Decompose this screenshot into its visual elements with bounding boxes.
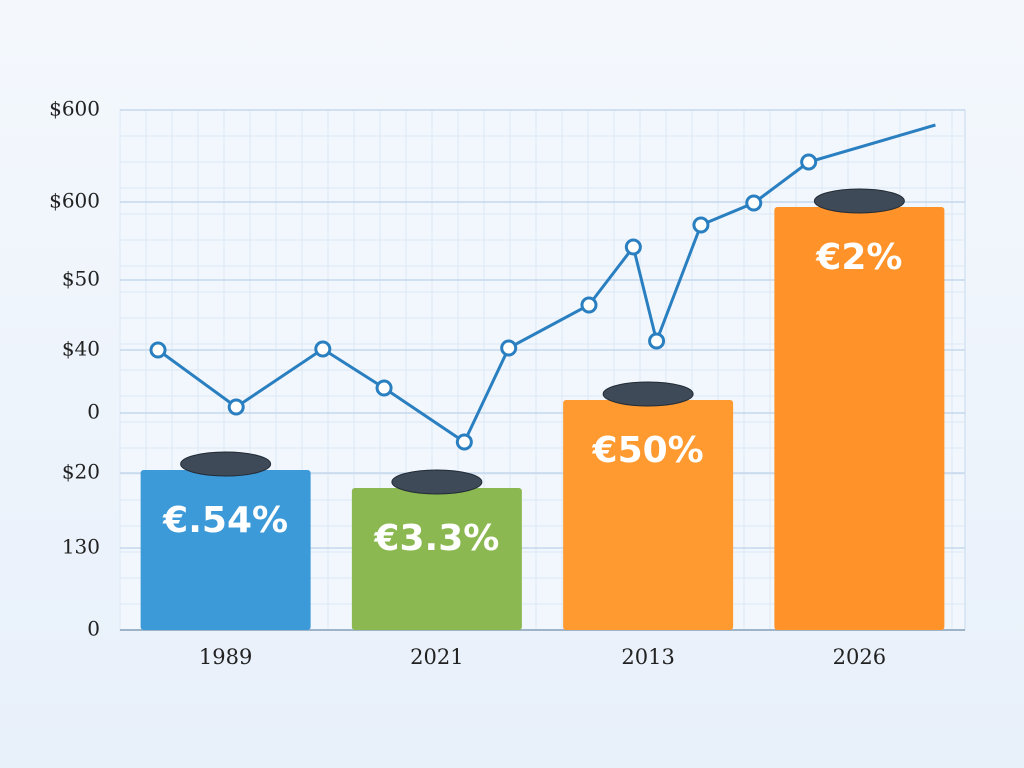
line-point <box>149 341 167 359</box>
bar-annotation: €2% <box>815 237 902 278</box>
line-point <box>648 332 666 350</box>
robot-icon <box>602 381 694 407</box>
bar-annotation: €3.3% <box>373 518 499 559</box>
x-tick-label: 2021 <box>410 645 463 669</box>
line-point <box>692 216 710 234</box>
line-point <box>375 379 393 397</box>
y-tick-label: $40 <box>62 337 100 361</box>
bar <box>774 207 945 630</box>
y-tick-label: $50 <box>62 267 100 291</box>
robot-icon <box>180 451 272 477</box>
x-tick-label: 1989 <box>199 645 252 669</box>
y-tick-label: 0 <box>87 617 100 641</box>
bar-annotation: €.54% <box>162 500 288 541</box>
x-tick-label: 2026 <box>833 645 886 669</box>
line-point <box>455 433 473 451</box>
bar <box>351 488 522 630</box>
robot-icon <box>391 469 483 495</box>
y-tick-label: $600 <box>49 189 100 213</box>
line-point <box>800 153 818 171</box>
line-point <box>624 238 642 256</box>
line-point <box>314 340 332 358</box>
x-tick-label: 2013 <box>621 645 674 669</box>
y-tick-label: 130 <box>62 535 100 559</box>
y-tick-label: 0 <box>87 400 100 424</box>
line-point <box>745 194 763 212</box>
line-point <box>500 339 518 357</box>
y-tick-label: $20 <box>62 460 100 484</box>
y-tick-label: $600 <box>49 97 100 121</box>
line-point <box>580 296 598 314</box>
bar <box>563 400 734 630</box>
bar-annotation: €50% <box>592 430 704 471</box>
bar <box>140 470 311 630</box>
line-point <box>227 398 245 416</box>
robot-icon <box>813 188 905 214</box>
